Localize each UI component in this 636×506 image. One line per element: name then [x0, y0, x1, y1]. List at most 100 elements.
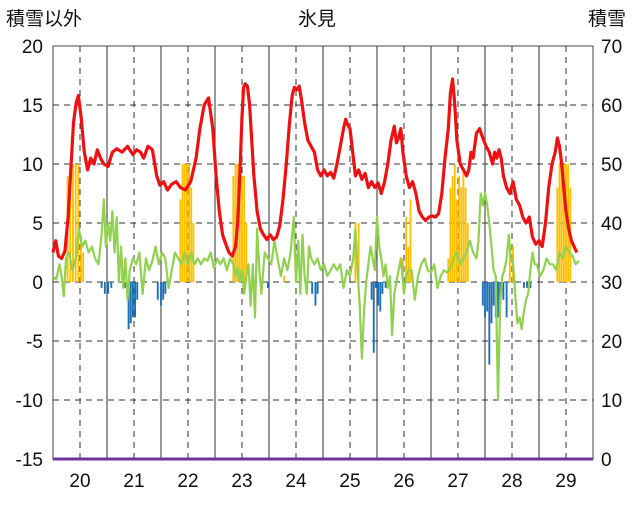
bar-positive	[565, 164, 567, 282]
x-tick-label: 20	[69, 471, 90, 492]
bar-negative	[314, 282, 317, 306]
bar-positive	[185, 164, 188, 282]
bar-positive	[232, 175, 235, 282]
chart-title: 氷見	[298, 9, 337, 30]
left-tick-label: 15	[22, 96, 43, 117]
bar-negative	[379, 282, 382, 312]
left-tick-label: -10	[16, 391, 43, 412]
right-tick-label: 40	[601, 214, 622, 235]
bar-positive	[192, 223, 195, 282]
bar-positive	[455, 199, 458, 282]
bar-negative	[381, 282, 384, 294]
bar-positive	[458, 175, 461, 282]
bar-negative	[162, 282, 165, 300]
bar-positive	[183, 164, 186, 282]
left-tick-label: -15	[16, 450, 43, 471]
bar-positive	[562, 164, 565, 282]
bar-positive	[508, 246, 511, 282]
bar-negative	[129, 282, 132, 324]
bar-negative	[522, 282, 525, 288]
bar-negative	[505, 282, 508, 318]
bar-positive	[407, 246, 410, 282]
bar-positive	[234, 164, 237, 282]
bar-negative	[488, 282, 491, 365]
bar-positive	[238, 175, 241, 282]
x-tick-label: 24	[285, 471, 307, 492]
bar-negative	[526, 282, 529, 288]
bar-negative	[100, 282, 103, 288]
bar-negative	[266, 282, 269, 288]
x-tick-label: 28	[501, 471, 522, 492]
left-tick-label: -5	[26, 332, 43, 353]
bar-positive	[462, 169, 465, 282]
x-tick-label: 27	[447, 471, 468, 492]
bar-negative	[156, 282, 159, 300]
bar-positive	[464, 187, 467, 282]
bar-positive	[556, 187, 559, 282]
bar-positive	[77, 164, 80, 282]
bar-positive	[453, 164, 456, 282]
bar-positive	[181, 164, 184, 282]
bar-negative	[377, 282, 380, 306]
bar-positive	[69, 164, 72, 282]
bar-positive	[72, 164, 74, 282]
right-axis-title: 積雪	[588, 9, 627, 30]
bar-positive	[451, 175, 454, 282]
bar-positive	[80, 234, 83, 282]
bar-negative	[131, 282, 134, 318]
bar-positive	[354, 223, 357, 282]
bar-positive	[357, 223, 360, 282]
bar-negative	[160, 282, 162, 306]
bar-positive	[560, 164, 563, 282]
bar-positive	[243, 175, 246, 282]
bar-negative	[484, 282, 486, 318]
bar-negative	[490, 282, 493, 324]
x-tick-label: 22	[177, 471, 198, 492]
bar-negative	[486, 282, 489, 312]
bar-negative	[311, 282, 314, 294]
left-tick-label: 0	[32, 273, 43, 294]
right-tick-label: 10	[601, 391, 622, 412]
bar-negative	[492, 282, 495, 306]
left-tick-label: 20	[22, 37, 43, 58]
right-tick-label: 0	[601, 450, 612, 471]
bar-negative	[316, 282, 319, 294]
bar-positive	[188, 164, 191, 282]
bar-negative	[502, 282, 505, 300]
bar-negative	[529, 282, 532, 288]
bar-positive	[82, 252, 85, 282]
right-tick-label: 70	[601, 37, 622, 58]
x-tick-label: 26	[393, 471, 414, 492]
bar-positive	[283, 276, 286, 282]
bar-positive	[558, 164, 561, 282]
bar-negative	[374, 282, 377, 288]
bar-positive	[449, 187, 452, 282]
bar-negative	[127, 282, 130, 330]
left-tick-label: 10	[22, 155, 43, 176]
right-tick-label: 30	[601, 273, 622, 294]
bar-positive	[179, 199, 182, 282]
x-tick-label: 21	[123, 471, 144, 492]
bar-positive	[241, 175, 243, 282]
bar-negative	[370, 282, 373, 300]
bar-negative	[134, 282, 137, 318]
red-series-line	[51, 77, 579, 260]
bar-positive	[190, 187, 193, 282]
bar-positive	[74, 164, 77, 282]
bar-negative	[372, 282, 375, 353]
x-tick-label: 25	[339, 471, 360, 492]
bar-negative	[497, 282, 499, 318]
bar-negative	[124, 282, 127, 288]
bar-negative	[103, 282, 106, 294]
x-tick-label: 29	[555, 471, 576, 492]
bar-negative	[384, 282, 387, 288]
right-tick-label: 50	[601, 155, 622, 176]
bar-negative	[136, 282, 139, 300]
bar-positive	[460, 187, 463, 282]
bar-negative	[164, 282, 167, 294]
left-tick-label: 5	[32, 214, 43, 235]
bar-negative	[110, 282, 113, 288]
bar-positive	[405, 217, 408, 282]
